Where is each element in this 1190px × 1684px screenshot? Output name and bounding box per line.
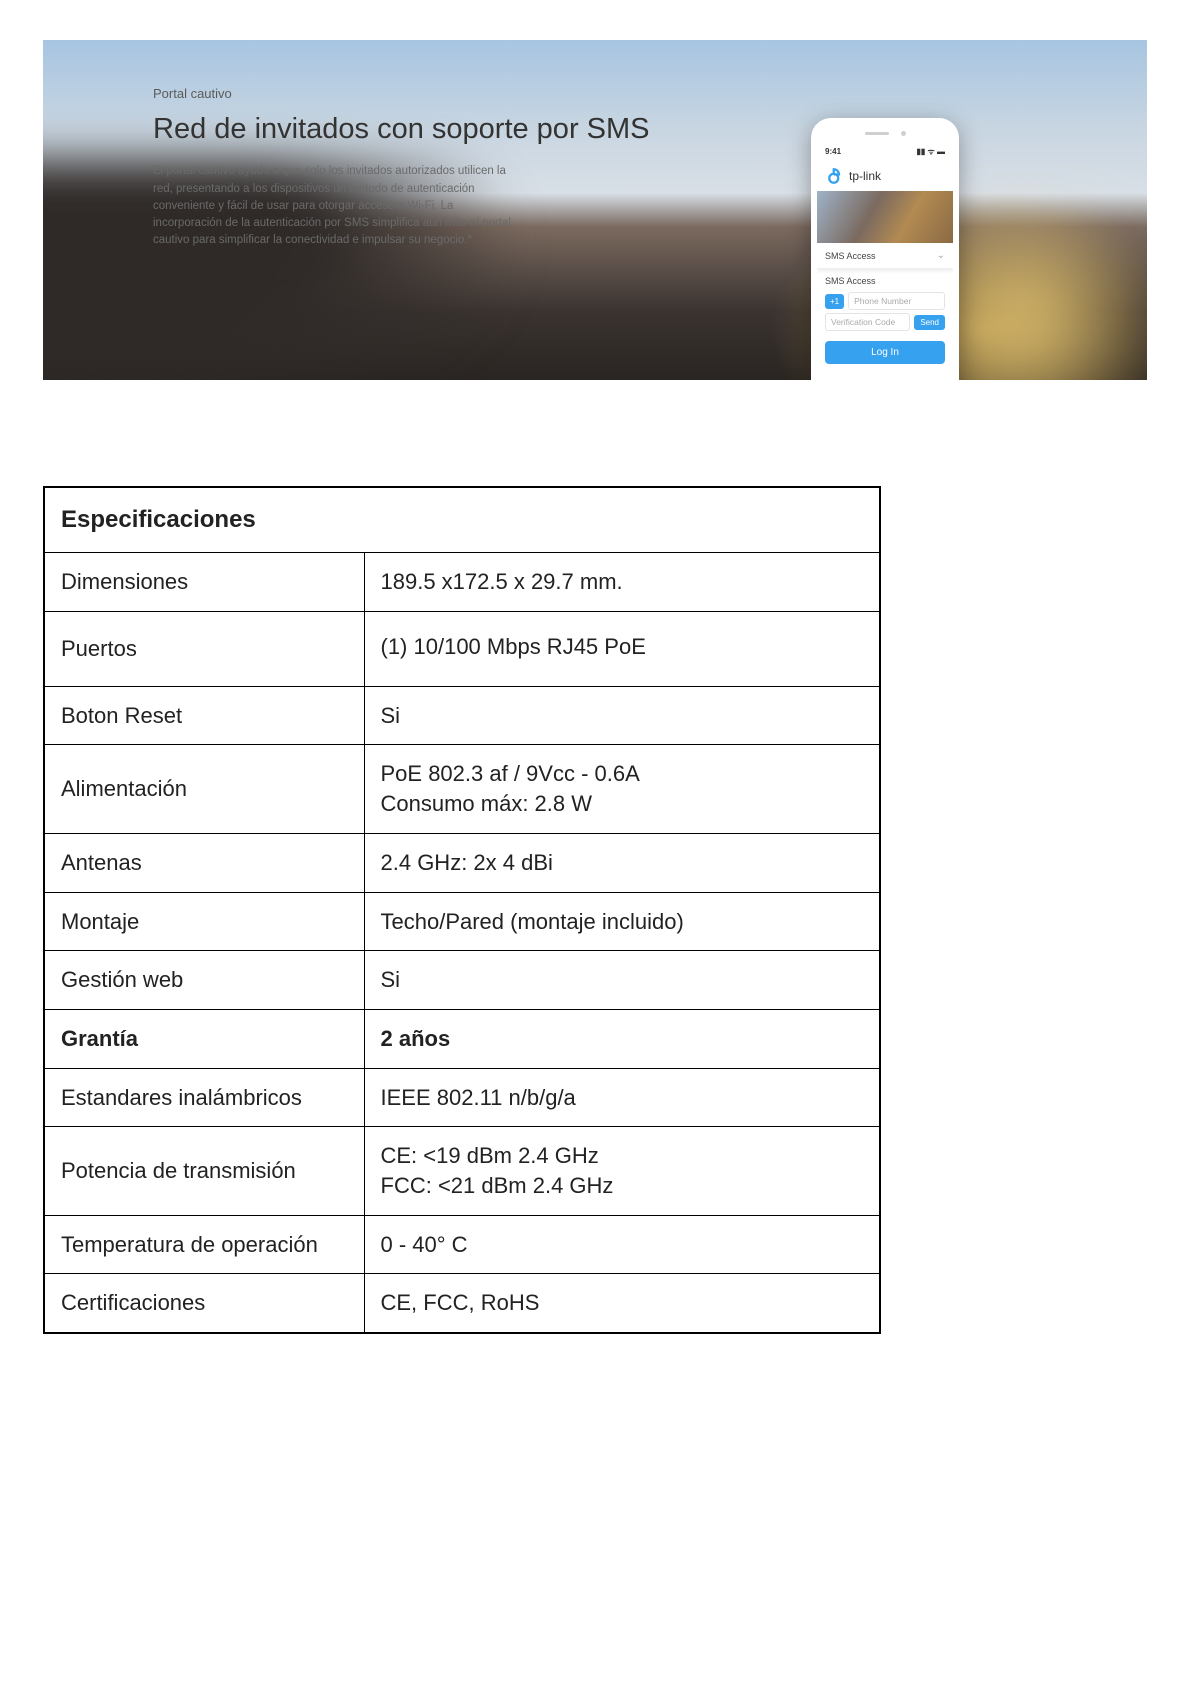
specs-row: Gestión webSi xyxy=(44,951,880,1010)
send-button[interactable]: Send xyxy=(914,315,945,330)
phone-brand-row: tp-link xyxy=(817,159,953,191)
tp-link-logo-icon xyxy=(827,167,845,185)
phone-mockup: 9:41 ▮▮ ᯤ ▬ tp-link SMS Access ⌄ SMS Acc… xyxy=(811,118,959,380)
specs-label: Grantía xyxy=(44,1009,364,1068)
specs-label: Alimentación xyxy=(44,745,364,833)
specs-label: Montaje xyxy=(44,892,364,951)
country-code-chip[interactable]: +1 xyxy=(825,294,844,309)
specs-header: Especificaciones xyxy=(44,487,880,553)
verification-row: Verification Code Send xyxy=(825,313,945,331)
phone-signal-icon: ▮▮ ᯤ ▬ xyxy=(916,146,945,157)
specs-value: 2.4 GHz: 2x 4 dBi xyxy=(364,833,880,892)
sms-access-dropdown-label: SMS Access xyxy=(825,251,876,261)
chevron-down-icon: ⌄ xyxy=(937,250,945,261)
phone-notch xyxy=(817,124,953,142)
phone-hero-image xyxy=(817,191,953,243)
specs-row: Dimensiones189.5 x172.5 x 29.7 mm. xyxy=(44,553,880,612)
specs-label: Certificaciones xyxy=(44,1274,364,1333)
specs-value: PoE 802.3 af / 9Vcc - 0.6AConsumo máx: 2… xyxy=(364,745,880,833)
phone-number-input[interactable]: Phone Number xyxy=(848,292,945,310)
hero-title: Red de invitados con soporte por SMS xyxy=(153,111,653,147)
specs-tbody: Especificaciones Dimensiones189.5 x172.5… xyxy=(44,487,880,1333)
login-button[interactable]: Log In xyxy=(825,341,945,364)
specs-row: Temperatura de operación0 - 40° C xyxy=(44,1215,880,1274)
specs-label: Temperatura de operación xyxy=(44,1215,364,1274)
specs-label: Boton Reset xyxy=(44,686,364,745)
phone-time: 9:41 xyxy=(825,147,841,156)
specs-value: IEEE 802.11 n/b/g/a xyxy=(364,1068,880,1127)
specs-row: MontajeTecho/Pared (montaje incluido) xyxy=(44,892,880,951)
specs-header-row: Especificaciones xyxy=(44,487,880,553)
specs-label: Potencia de transmisión xyxy=(44,1127,364,1215)
specs-row: AlimentaciónPoE 802.3 af / 9Vcc - 0.6ACo… xyxy=(44,745,880,833)
specs-label: Puertos xyxy=(44,612,364,687)
specs-row: Puertos(1) 10/100 Mbps RJ45 PoE xyxy=(44,612,880,687)
verification-code-input[interactable]: Verification Code xyxy=(825,313,910,331)
specs-value: Si xyxy=(364,951,880,1010)
specs-label: Dimensiones xyxy=(44,553,364,612)
phone-brand-label: tp-link xyxy=(849,169,881,183)
specs-value: Techo/Pared (montaje incluido) xyxy=(364,892,880,951)
specs-row: Boton ResetSi xyxy=(44,686,880,745)
specs-label: Estandares inalámbricos xyxy=(44,1068,364,1127)
specs-label: Antenas xyxy=(44,833,364,892)
specs-table: Especificaciones Dimensiones189.5 x172.5… xyxy=(43,486,881,1334)
specs-row: Antenas2.4 GHz: 2x 4 dBi xyxy=(44,833,880,892)
specs-value: CE, FCC, RoHS xyxy=(364,1274,880,1333)
specs-value: 189.5 x172.5 x 29.7 mm. xyxy=(364,553,880,612)
hero-body: El portal cautivo ayuda a que solo los i… xyxy=(153,163,523,249)
sms-access-dropdown[interactable]: SMS Access ⌄ xyxy=(817,243,953,269)
specs-label: Gestión web xyxy=(44,951,364,1010)
sms-access-section-label: SMS Access xyxy=(817,269,953,289)
specs-value: (1) 10/100 Mbps RJ45 PoE xyxy=(364,612,880,687)
phone-status-bar: 9:41 ▮▮ ᯤ ▬ xyxy=(817,142,953,159)
specs-value: Si xyxy=(364,686,880,745)
hero-eyebrow: Portal cautivo xyxy=(153,86,653,101)
specs-value: 2 años xyxy=(364,1009,880,1068)
phone-screen: 9:41 ▮▮ ᯤ ▬ tp-link SMS Access ⌄ SMS Acc… xyxy=(817,142,953,364)
hero-text-block: Portal cautivo Red de invitados con sopo… xyxy=(153,86,653,250)
hero-banner: Portal cautivo Red de invitados con sopo… xyxy=(43,40,1147,380)
specs-value: CE: <19 dBm 2.4 GHzFCC: <21 dBm 2.4 GHz xyxy=(364,1127,880,1215)
specs-row: CertificacionesCE, FCC, RoHS xyxy=(44,1274,880,1333)
specs-row: Grantía2 años xyxy=(44,1009,880,1068)
specs-value: 0 - 40° C xyxy=(364,1215,880,1274)
specs-row: Potencia de transmisiónCE: <19 dBm 2.4 G… xyxy=(44,1127,880,1215)
specs-row: Estandares inalámbricosIEEE 802.11 n/b/g… xyxy=(44,1068,880,1127)
phone-number-row: +1 Phone Number xyxy=(825,292,945,310)
